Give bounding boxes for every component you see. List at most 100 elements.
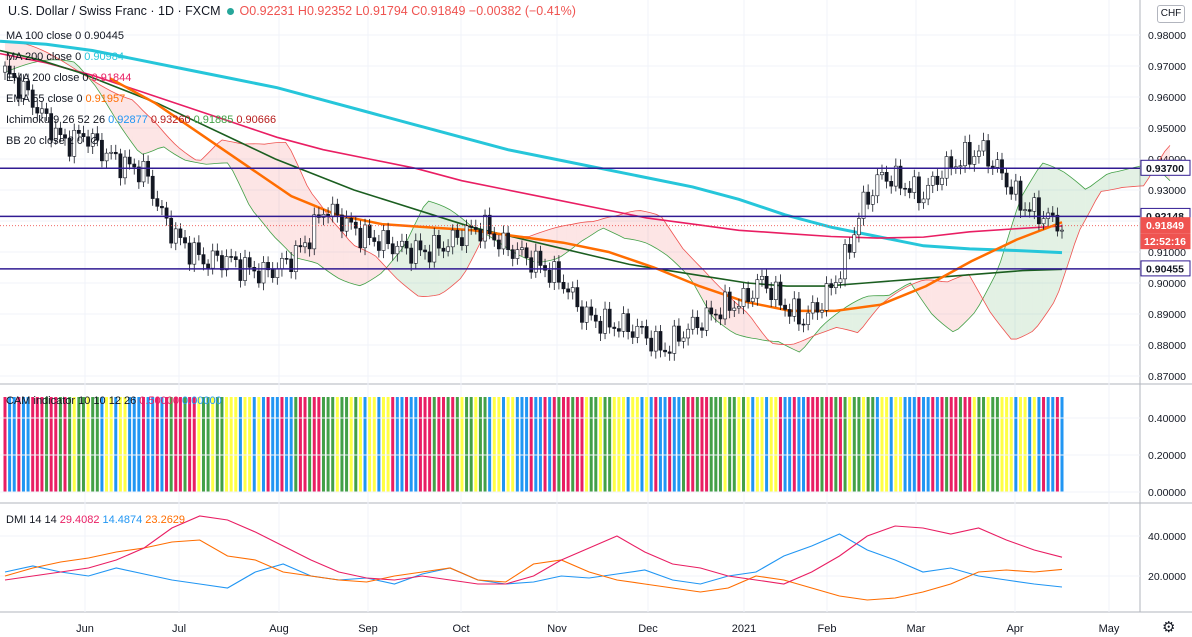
cam-bar — [1055, 397, 1059, 492]
ichimoku-cloud — [1106, 172, 1112, 191]
ichimoku-cloud — [613, 214, 620, 236]
candle-body — [566, 288, 571, 293]
candle-body — [727, 291, 732, 311]
candle-body — [543, 265, 547, 271]
ichimoku-cloud — [137, 104, 143, 155]
ichimoku-cloud — [831, 313, 837, 330]
dmi-indicator-legend[interactable]: DMI 14 14 29.4082 14.4874 23.2629 — [6, 513, 188, 527]
ichimoku-cloud — [1132, 166, 1139, 187]
indicator-label: DMI 14 14 — [6, 514, 57, 526]
candle-body — [520, 247, 524, 250]
candle-body — [663, 349, 667, 353]
candle-body — [72, 129, 77, 157]
indicator-legend-0[interactable]: MA 100 close 0 0.90445 — [6, 29, 127, 43]
candle-body — [298, 245, 303, 248]
ichimoku-cloud — [942, 281, 948, 328]
currency-button[interactable]: CHF — [1157, 5, 1185, 23]
price-label-text: 0.93700 — [1146, 163, 1184, 175]
ichimoku-cloud — [989, 274, 996, 319]
ichimoku-cloud — [322, 207, 329, 272]
indicator-legend-2[interactable]: EMA 200 close 0 0.91844 — [6, 71, 134, 85]
cam-bar — [838, 397, 842, 492]
cam-bar — [608, 397, 612, 492]
ichimoku-cloud — [645, 211, 652, 246]
ichimoku-cloud — [937, 280, 943, 324]
candle-body — [612, 326, 617, 329]
cam-bar — [1005, 397, 1009, 492]
candle-body — [86, 136, 90, 147]
cam-bar — [137, 397, 141, 492]
candle-body — [917, 176, 921, 204]
cam-bar — [441, 397, 445, 492]
indicator-legend-1[interactable]: MA 200 close 0 0.90984 — [6, 50, 127, 64]
cam-bar — [1046, 397, 1050, 492]
ichimoku-cloud — [142, 110, 148, 155]
settings-gear-icon[interactable]: ⚙ — [1162, 619, 1176, 636]
cam-bar — [418, 397, 422, 492]
ichimoku-cloud — [1085, 186, 1091, 220]
cam-bar — [86, 397, 90, 492]
cam-indicator-legend[interactable]: CAM indicator 10 10 12 26 0.50000 0.00000 — [6, 394, 225, 408]
indicator-label: BB 20 close 2 0 — [6, 135, 84, 147]
indicator-legend-4[interactable]: Ichimoku 9 26 52 26 0.92877 0.93260 0.91885… — [6, 113, 279, 127]
ichimoku-cloud — [253, 143, 260, 219]
ichimoku-cloud — [820, 322, 826, 334]
candle-body — [395, 245, 400, 255]
cam-bar — [862, 397, 866, 492]
ichimoku-cloud — [836, 310, 842, 329]
candle-body — [303, 242, 307, 248]
cam-bar — [280, 397, 284, 492]
candle-body — [501, 232, 506, 250]
cam-bar — [635, 397, 639, 492]
visibility-hidden-icon[interactable]: ⊘ — [90, 135, 100, 147]
cam-bar — [991, 397, 995, 492]
cam-bar — [534, 397, 538, 492]
candle-body — [843, 244, 847, 280]
cam-bar — [21, 397, 25, 492]
candle-body — [792, 298, 797, 317]
cam-bar — [465, 397, 469, 492]
cam-bar — [289, 397, 293, 492]
cam-bar — [414, 397, 418, 492]
ichimoku-cloud — [1064, 172, 1070, 276]
indicator-legend-3[interactable]: EMA 55 close 0 0.91957 — [6, 92, 128, 106]
cam-bar — [958, 397, 962, 492]
cam-bar — [405, 397, 409, 492]
cam-bar — [128, 397, 132, 492]
ichimoku-cloud — [905, 283, 911, 288]
cam-bar — [400, 397, 404, 492]
candle-body — [718, 314, 723, 320]
candle-body — [1027, 209, 1032, 212]
time-axis-label: Mar — [907, 623, 926, 635]
candle-body — [584, 306, 589, 323]
cam-bar — [926, 397, 930, 492]
cam-bar — [1000, 397, 1004, 492]
market-status-dot — [226, 7, 234, 15]
candle-body — [141, 160, 146, 183]
indicator-legend-5[interactable]: BB 20 close 2 0 ⊘ — [6, 134, 102, 148]
dmi-minus-line — [4, 539, 1063, 601]
ichimoku-cloud — [629, 210, 636, 241]
candle-body — [861, 191, 866, 219]
ichimoku-cloud — [275, 142, 281, 243]
time-axis-label: Apr — [1006, 623, 1023, 635]
ichimoku-cloud — [391, 255, 397, 279]
candle-body — [178, 228, 183, 238]
candle-body — [192, 242, 197, 265]
dmi-tick-label: 20.0000 — [1148, 571, 1186, 583]
cam-bar — [478, 397, 482, 492]
cam-bar — [875, 397, 879, 492]
dmi-tick-label: 40.0000 — [1148, 531, 1186, 543]
candle-body — [686, 328, 691, 339]
candle-body — [940, 177, 944, 185]
candle-body — [44, 108, 49, 114]
cam-bar — [3, 397, 7, 492]
candle-body — [990, 165, 995, 168]
ichimoku-cloud — [333, 221, 339, 279]
cam-bar — [132, 397, 136, 492]
cam-bar — [225, 397, 229, 492]
cam-bar — [802, 397, 806, 492]
cam-bar — [654, 397, 658, 492]
candle-body — [423, 249, 427, 253]
